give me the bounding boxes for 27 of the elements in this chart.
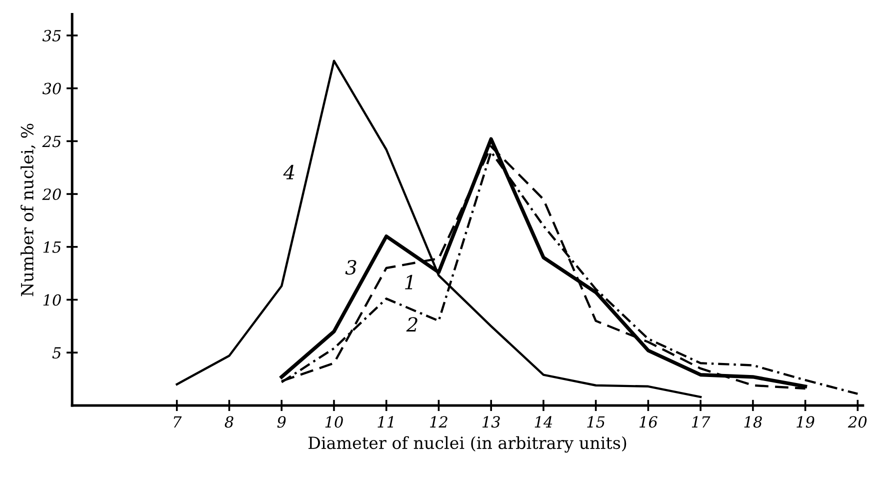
x-tick-label: 12 (430, 416, 448, 428)
y-axis-title: Number of nuclei, % (20, 124, 36, 296)
x-tick-label: 7 (174, 416, 182, 428)
y-tick-label: 25 (42, 136, 61, 148)
x-tick-label: 20 (848, 416, 867, 428)
x-tick-label: 10 (325, 416, 343, 428)
x-tick-label: 8 (224, 416, 234, 428)
x-tick-label: 13 (482, 416, 500, 428)
y-tick-label: 10 (43, 294, 61, 306)
series-label: 4 (283, 164, 294, 180)
x-tick-label: 17 (692, 416, 710, 428)
x-tick-label: 11 (378, 416, 394, 428)
series-label: 3 (345, 260, 356, 275)
series-label: 1 (405, 274, 412, 290)
x-tick-label: 16 (640, 416, 658, 428)
x-tick-label: 19 (796, 416, 814, 428)
x-axis-title: Diameter of nuclei (in arbitrary units) (308, 436, 626, 453)
series-label: 2 (406, 317, 418, 332)
y-tick-label: 35 (42, 30, 61, 42)
y-tick-label: 5 (52, 347, 61, 359)
x-tick-label: 15 (587, 416, 605, 428)
y-tick-label: 30 (42, 82, 61, 94)
x-tick-label: 9 (277, 416, 286, 428)
x-tick-label: 18 (744, 416, 762, 428)
y-tick-label: 20 (42, 188, 61, 200)
y-tick-label: 15 (43, 241, 61, 253)
x-tick-label: 14 (534, 416, 552, 428)
